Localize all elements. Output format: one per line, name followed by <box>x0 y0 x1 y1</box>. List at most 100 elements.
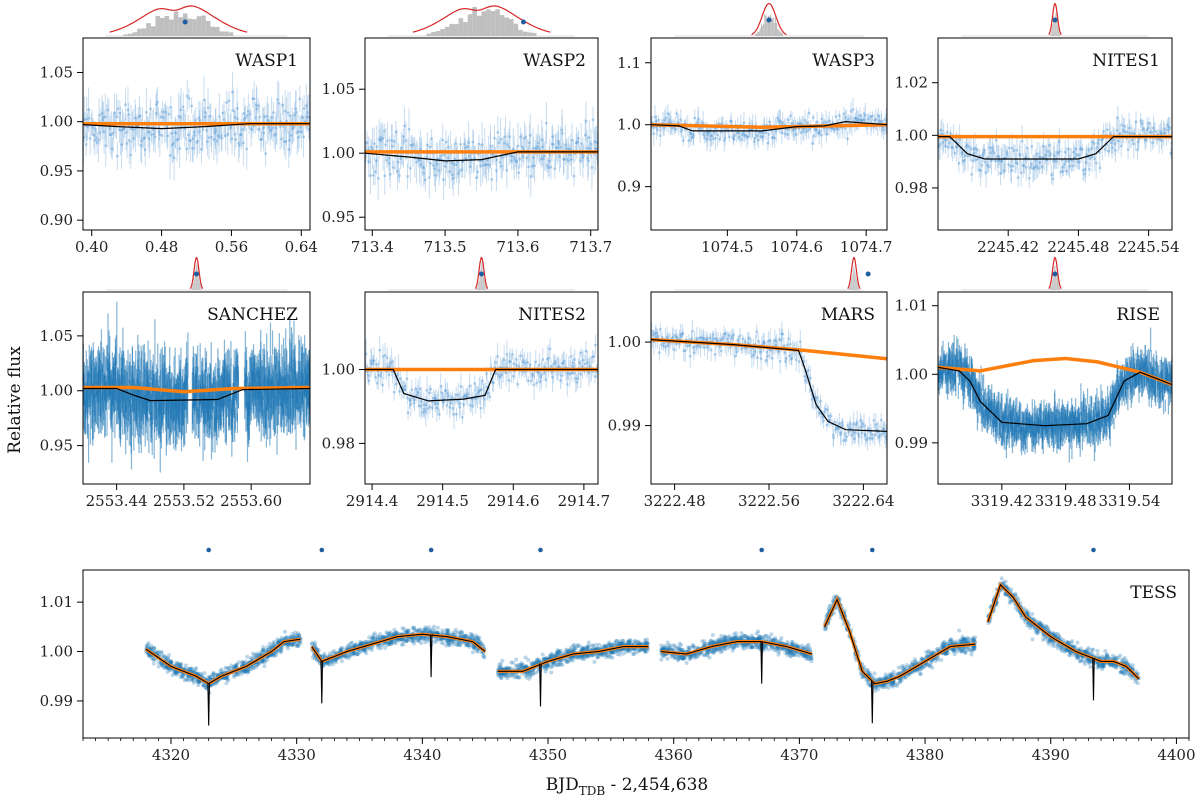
panel-frame-tess <box>82 569 1190 739</box>
x-tick-label: 713.5 <box>424 238 467 256</box>
transit-time-marker <box>319 547 325 553</box>
panel-frame-wasp2 <box>364 37 599 231</box>
x-tick-label: 713.6 <box>496 238 539 256</box>
panel-rise-points <box>938 327 1172 463</box>
panel-frame-rise <box>937 291 1173 485</box>
panel-rise-models <box>938 356 1172 427</box>
x-tick-label: 4370 <box>780 746 818 764</box>
y-tick-label: 0.9 <box>617 178 641 196</box>
panel-nites2-models <box>365 367 598 402</box>
panel-wasp3-models <box>651 120 887 132</box>
x-tick-label: 713.4 <box>351 238 394 256</box>
transit-time-marker <box>869 547 875 553</box>
y-tick-label: 1.00 <box>322 144 355 162</box>
x-tick-label: 4380 <box>906 746 944 764</box>
posterior-hist-nites1 <box>961 2 1149 37</box>
panel-label: MARS <box>821 305 875 325</box>
panel-wasp1-models <box>83 121 310 130</box>
model-curves <box>83 120 1172 726</box>
y-tick-label: 0.98 <box>895 179 928 197</box>
x-tick-label: 2553.52 <box>153 492 215 510</box>
x-tick-label: 4340 <box>403 746 441 764</box>
x-tick-label: 1074.6 <box>771 238 824 256</box>
posterior-marker <box>865 271 871 277</box>
transit-model-line <box>938 136 1172 160</box>
x-tick-label: 4330 <box>278 746 316 764</box>
transit-model-line <box>651 120 887 132</box>
y-tick-label: 0.98 <box>322 434 355 452</box>
x-axis-title: BJDTDB - 2,454,638 <box>546 775 708 798</box>
posterior-hist-wasp1 <box>105 5 288 37</box>
transit-model-line <box>365 368 598 402</box>
panel-sanchez-models <box>83 385 310 402</box>
transit-time-marker <box>759 547 764 553</box>
y-tick-label: 1.05 <box>40 327 73 345</box>
posterior-marker <box>182 19 188 25</box>
transit-model-line <box>651 339 887 432</box>
y-tick-label: 0.99 <box>895 434 928 452</box>
y-tick-label: 1.02 <box>895 74 928 92</box>
panel-label: NITES2 <box>518 305 586 325</box>
y-tick-label: 1.01 <box>895 297 928 315</box>
y-tick-label: 1.01 <box>40 593 73 611</box>
posterior-hist-wasp3 <box>674 2 864 37</box>
x-tick-label: 3319.42 <box>971 492 1033 510</box>
panel-tess-models <box>144 581 1140 726</box>
posterior-histograms <box>105 2 1149 553</box>
posterior-marker <box>520 19 526 25</box>
x-axis-title-subscript: TDB <box>579 784 606 798</box>
posterior-marker <box>766 17 772 23</box>
x-tick-label: 1074.7 <box>840 238 893 256</box>
y-tick-label: 0.90 <box>40 211 73 229</box>
x-tick-label: 2914.4 <box>346 492 399 510</box>
x-axis-title-main: BJD <box>546 775 579 795</box>
x-tick-label: 2914.7 <box>558 492 611 510</box>
posterior-hist-rise <box>961 256 1149 291</box>
transit-time-marker <box>1091 547 1096 553</box>
x-tick-label: 2245.42 <box>977 238 1039 256</box>
y-tick-label: 1.00 <box>608 333 641 351</box>
x-tick-label: 4350 <box>529 746 567 764</box>
panel-wasp2-models <box>365 150 598 162</box>
panel-frame-wasp3 <box>650 37 888 231</box>
transit-model-line <box>987 583 1140 701</box>
panel-label: WASP1 <box>235 51 298 71</box>
transit-model-line <box>661 641 813 684</box>
transit-model-line <box>824 598 976 724</box>
panel-nites1-models <box>938 134 1172 160</box>
y-tick-label: 1.00 <box>895 365 928 383</box>
panel-tess-points <box>144 576 1141 695</box>
x-tick-label: 2553.60 <box>220 492 282 510</box>
tick-labels: 0.40 0.48 0.56 0.64 0.90 0.95 1.00 1.05 WASP1 713… <box>40 51 1196 764</box>
y-tick-label: 1.00 <box>40 382 73 400</box>
x-tick-label: 2245.54 <box>1118 238 1180 256</box>
x-tick-label: 4320 <box>152 746 190 764</box>
panel-label: WASP3 <box>812 51 875 71</box>
transit-time-marker <box>428 547 434 553</box>
transit-model-line <box>938 366 1172 427</box>
panel-label: NITES1 <box>1092 51 1160 71</box>
x-tick-label: 4400 <box>1157 746 1195 764</box>
transit-model-line <box>365 151 598 162</box>
y-tick-label: 1.00 <box>40 643 73 661</box>
panel-frame-wasp1 <box>82 37 311 231</box>
panel-frame-sanchez <box>82 291 311 485</box>
panel-label: SANCHEZ <box>207 305 298 325</box>
panel-frame-nites2 <box>364 291 599 485</box>
x-tick-label: 3222.64 <box>832 492 894 510</box>
panel-label: WASP2 <box>523 51 586 71</box>
transit-time-marker <box>538 547 543 553</box>
x-tick-label: 2245.48 <box>1047 238 1109 256</box>
transit-model-line <box>83 387 310 402</box>
y-tick-label: 0.95 <box>40 437 73 455</box>
posterior-marker <box>194 271 199 277</box>
transit-model-line <box>497 646 649 707</box>
y-tick-label: 1.1 <box>617 54 641 72</box>
x-tick-label: 3319.48 <box>1035 492 1097 510</box>
panel-axes <box>77 37 1190 744</box>
posterior-hist-nites2 <box>388 256 575 291</box>
x-tick-label: 4390 <box>1032 746 1070 764</box>
y-tick-label: 1.00 <box>895 126 928 144</box>
x-tick-label: 3319.54 <box>1098 492 1160 510</box>
transit-time-marker <box>206 547 211 553</box>
